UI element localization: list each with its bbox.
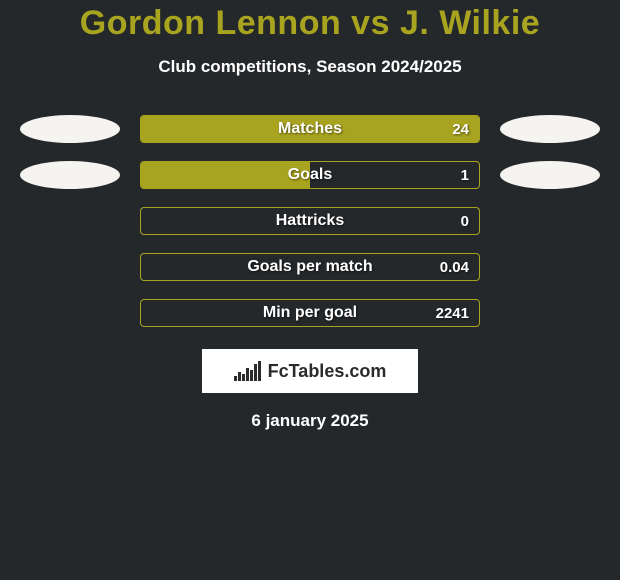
stat-bar: Min per goal2241 xyxy=(140,299,480,327)
brand-badge: FcTables.com xyxy=(202,349,418,393)
stat-label: Hattricks xyxy=(141,208,479,234)
subtitle: Club competitions, Season 2024/2025 xyxy=(0,57,620,77)
stat-row: Hattricks0 xyxy=(0,207,620,235)
stat-label: Matches xyxy=(141,116,479,142)
stat-value: 0.04 xyxy=(440,254,469,280)
stat-row: Matches24 xyxy=(0,115,620,143)
stat-value: 2241 xyxy=(436,300,469,326)
stat-row: Goals1 xyxy=(0,161,620,189)
date-text: 6 january 2025 xyxy=(0,411,620,431)
player-avatar-right xyxy=(500,115,600,143)
stat-value: 0 xyxy=(461,208,469,234)
stat-rows: Matches24 Goals1 Hattricks0 Goals per match… xyxy=(0,115,620,327)
stat-value: 24 xyxy=(452,116,469,142)
player-avatar-right xyxy=(500,161,600,189)
stat-value: 1 xyxy=(461,162,469,188)
brand-text: FcTables.com xyxy=(268,361,387,382)
stat-label: Goals per match xyxy=(141,254,479,280)
stat-bar: Matches24 xyxy=(140,115,480,143)
stat-row: Min per goal2241 xyxy=(0,299,620,327)
stat-bar: Hattricks0 xyxy=(140,207,480,235)
page-title: Gordon Lennon vs J. Wilkie xyxy=(0,4,620,43)
stat-label: Min per goal xyxy=(141,300,479,326)
stat-bar: Goals1 xyxy=(140,161,480,189)
stat-row: Goals per match0.04 xyxy=(0,253,620,281)
player-avatar-left xyxy=(20,161,120,189)
stat-label: Goals xyxy=(141,162,479,188)
comparison-infographic: Gordon Lennon vs J. Wilkie Club competit… xyxy=(0,0,620,431)
stat-bar: Goals per match0.04 xyxy=(140,253,480,281)
bar-chart-icon xyxy=(234,361,262,381)
player-avatar-left xyxy=(20,115,120,143)
